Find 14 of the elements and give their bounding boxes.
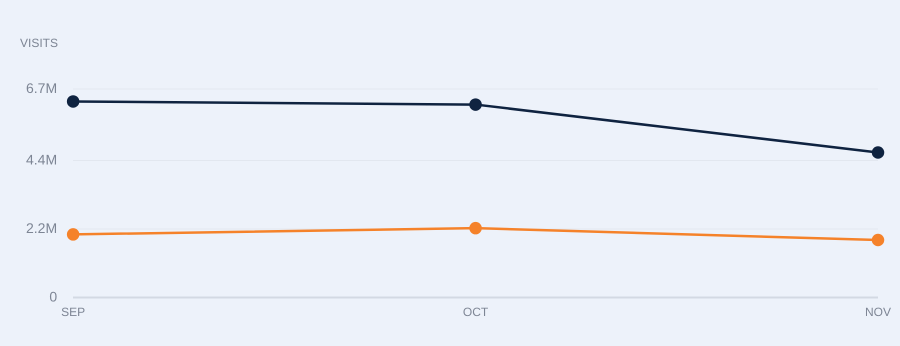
- point: [66, 95, 80, 108]
- x-tick-label: OCT: [462, 305, 489, 320]
- x-tick-label: SEP: [61, 305, 86, 320]
- y-tick-label: 6.7M: [26, 80, 58, 96]
- point: [469, 98, 482, 111]
- point: [872, 234, 884, 246]
- point: [66, 228, 80, 241]
- y-axis-title: VISITS: [20, 36, 58, 50]
- x-tick-label: NOV: [864, 305, 892, 320]
- point: [872, 146, 884, 159]
- y-tick-label: 0: [49, 288, 58, 304]
- y-tick-label: 4.4M: [26, 151, 58, 168]
- point: [469, 222, 482, 234]
- y-tick-label: 2.2M: [26, 220, 58, 236]
